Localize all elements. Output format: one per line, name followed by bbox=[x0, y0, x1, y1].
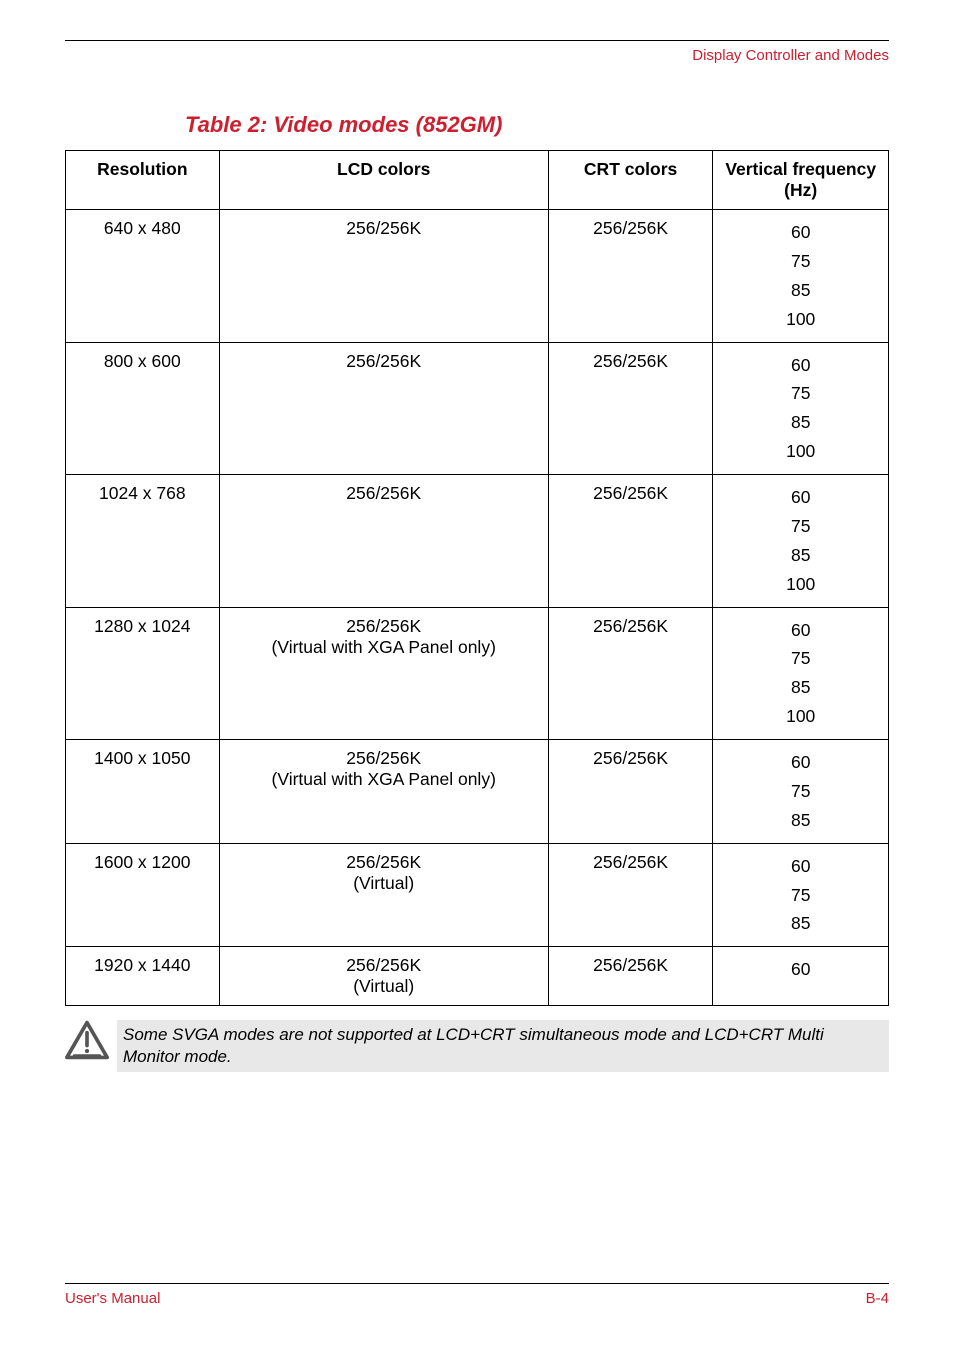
cell-frequency: 60 bbox=[713, 947, 889, 1006]
cell-resolution: 1600 x 1200 bbox=[66, 843, 220, 947]
freq-value: 75 bbox=[723, 644, 878, 673]
cell-crt: 256/256K bbox=[548, 607, 713, 740]
header-section-title: Display Controller and Modes bbox=[65, 47, 889, 64]
col-header-freq: Vertical frequency (Hz) bbox=[713, 151, 889, 210]
cell-lcd: 256/256K bbox=[219, 342, 548, 475]
table-header-row: Resolution LCD colors CRT colors Vertica… bbox=[66, 151, 889, 210]
freq-value: 85 bbox=[723, 673, 878, 702]
cell-crt: 256/256K bbox=[548, 342, 713, 475]
freq-value: 60 bbox=[723, 218, 878, 247]
freq-value: 60 bbox=[723, 351, 878, 380]
cell-resolution: 1024 x 768 bbox=[66, 475, 220, 608]
cell-lcd: 256/256K(Virtual with XGA Panel only) bbox=[219, 607, 548, 740]
lcd-line: 256/256K bbox=[230, 955, 538, 976]
lcd-line: 256/256K bbox=[230, 616, 538, 637]
col-header-lcd: LCD colors bbox=[219, 151, 548, 210]
table-row: 640 x 480256/256K256/256K607585100 bbox=[66, 210, 889, 343]
col-header-crt: CRT colors bbox=[548, 151, 713, 210]
lcd-line: 256/256K bbox=[230, 748, 538, 769]
note-text: Some SVGA modes are not supported at LCD… bbox=[117, 1020, 889, 1072]
freq-value: 60 bbox=[723, 955, 878, 984]
footer-rule bbox=[65, 1283, 889, 1284]
cell-crt: 256/256K bbox=[548, 740, 713, 844]
freq-value: 100 bbox=[723, 702, 878, 731]
freq-value: 60 bbox=[723, 483, 878, 512]
cell-lcd: 256/256K bbox=[219, 475, 548, 608]
cell-crt: 256/256K bbox=[548, 947, 713, 1006]
cell-frequency: 607585 bbox=[713, 843, 889, 947]
lcd-line: (Virtual with XGA Panel only) bbox=[230, 637, 538, 658]
cell-frequency: 607585100 bbox=[713, 475, 889, 608]
lcd-line: (Virtual) bbox=[230, 976, 538, 997]
cell-resolution: 800 x 600 bbox=[66, 342, 220, 475]
cell-frequency: 607585100 bbox=[713, 607, 889, 740]
warning-icon bbox=[65, 1020, 109, 1060]
footer-right: B-4 bbox=[866, 1290, 889, 1307]
page-footer: User's Manual B-4 bbox=[65, 1283, 889, 1307]
cell-lcd: 256/256K(Virtual with XGA Panel only) bbox=[219, 740, 548, 844]
freq-value: 85 bbox=[723, 541, 878, 570]
freq-value: 75 bbox=[723, 512, 878, 541]
table-caption: Table 2: Video modes (852GM) bbox=[185, 112, 889, 138]
cell-lcd: 256/256K bbox=[219, 210, 548, 343]
freq-value: 85 bbox=[723, 408, 878, 437]
cell-lcd: 256/256K(Virtual) bbox=[219, 947, 548, 1006]
freq-value: 60 bbox=[723, 852, 878, 881]
table-row: 1280 x 1024256/256K(Virtual with XGA Pan… bbox=[66, 607, 889, 740]
freq-value: 60 bbox=[723, 748, 878, 777]
cell-resolution: 1280 x 1024 bbox=[66, 607, 220, 740]
video-modes-table: Resolution LCD colors CRT colors Vertica… bbox=[65, 150, 889, 1006]
lcd-line: 256/256K bbox=[230, 351, 538, 372]
table-row: 1600 x 1200256/256K(Virtual)256/256K6075… bbox=[66, 843, 889, 947]
table-row: 1920 x 1440256/256K(Virtual)256/256K60 bbox=[66, 947, 889, 1006]
lcd-line: 256/256K bbox=[230, 852, 538, 873]
freq-value: 75 bbox=[723, 881, 878, 910]
cell-crt: 256/256K bbox=[548, 210, 713, 343]
freq-value: 75 bbox=[723, 379, 878, 408]
table-body: 640 x 480256/256K256/256K607585100800 x … bbox=[66, 210, 889, 1006]
lcd-line: (Virtual with XGA Panel only) bbox=[230, 769, 538, 790]
freq-value: 100 bbox=[723, 305, 878, 334]
freq-value: 75 bbox=[723, 777, 878, 806]
cell-frequency: 607585100 bbox=[713, 210, 889, 343]
freq-value: 100 bbox=[723, 437, 878, 466]
cell-frequency: 607585100 bbox=[713, 342, 889, 475]
cell-crt: 256/256K bbox=[548, 843, 713, 947]
header-rule bbox=[65, 40, 889, 41]
col-header-resolution: Resolution bbox=[66, 151, 220, 210]
freq-value: 85 bbox=[723, 806, 878, 835]
lcd-line: 256/256K bbox=[230, 218, 538, 239]
freq-value: 60 bbox=[723, 616, 878, 645]
note-block: Some SVGA modes are not supported at LCD… bbox=[65, 1020, 889, 1072]
table-row: 800 x 600256/256K256/256K607585100 bbox=[66, 342, 889, 475]
table-row: 1024 x 768256/256K256/256K607585100 bbox=[66, 475, 889, 608]
lcd-line: (Virtual) bbox=[230, 873, 538, 894]
cell-resolution: 1400 x 1050 bbox=[66, 740, 220, 844]
freq-value: 85 bbox=[723, 909, 878, 938]
table-row: 1400 x 1050256/256K(Virtual with XGA Pan… bbox=[66, 740, 889, 844]
lcd-line: 256/256K bbox=[230, 483, 538, 504]
cell-frequency: 607585 bbox=[713, 740, 889, 844]
freq-value: 100 bbox=[723, 570, 878, 599]
freq-value: 75 bbox=[723, 247, 878, 276]
cell-crt: 256/256K bbox=[548, 475, 713, 608]
footer-left: User's Manual bbox=[65, 1290, 160, 1307]
cell-lcd: 256/256K(Virtual) bbox=[219, 843, 548, 947]
cell-resolution: 640 x 480 bbox=[66, 210, 220, 343]
cell-resolution: 1920 x 1440 bbox=[66, 947, 220, 1006]
freq-value: 85 bbox=[723, 276, 878, 305]
